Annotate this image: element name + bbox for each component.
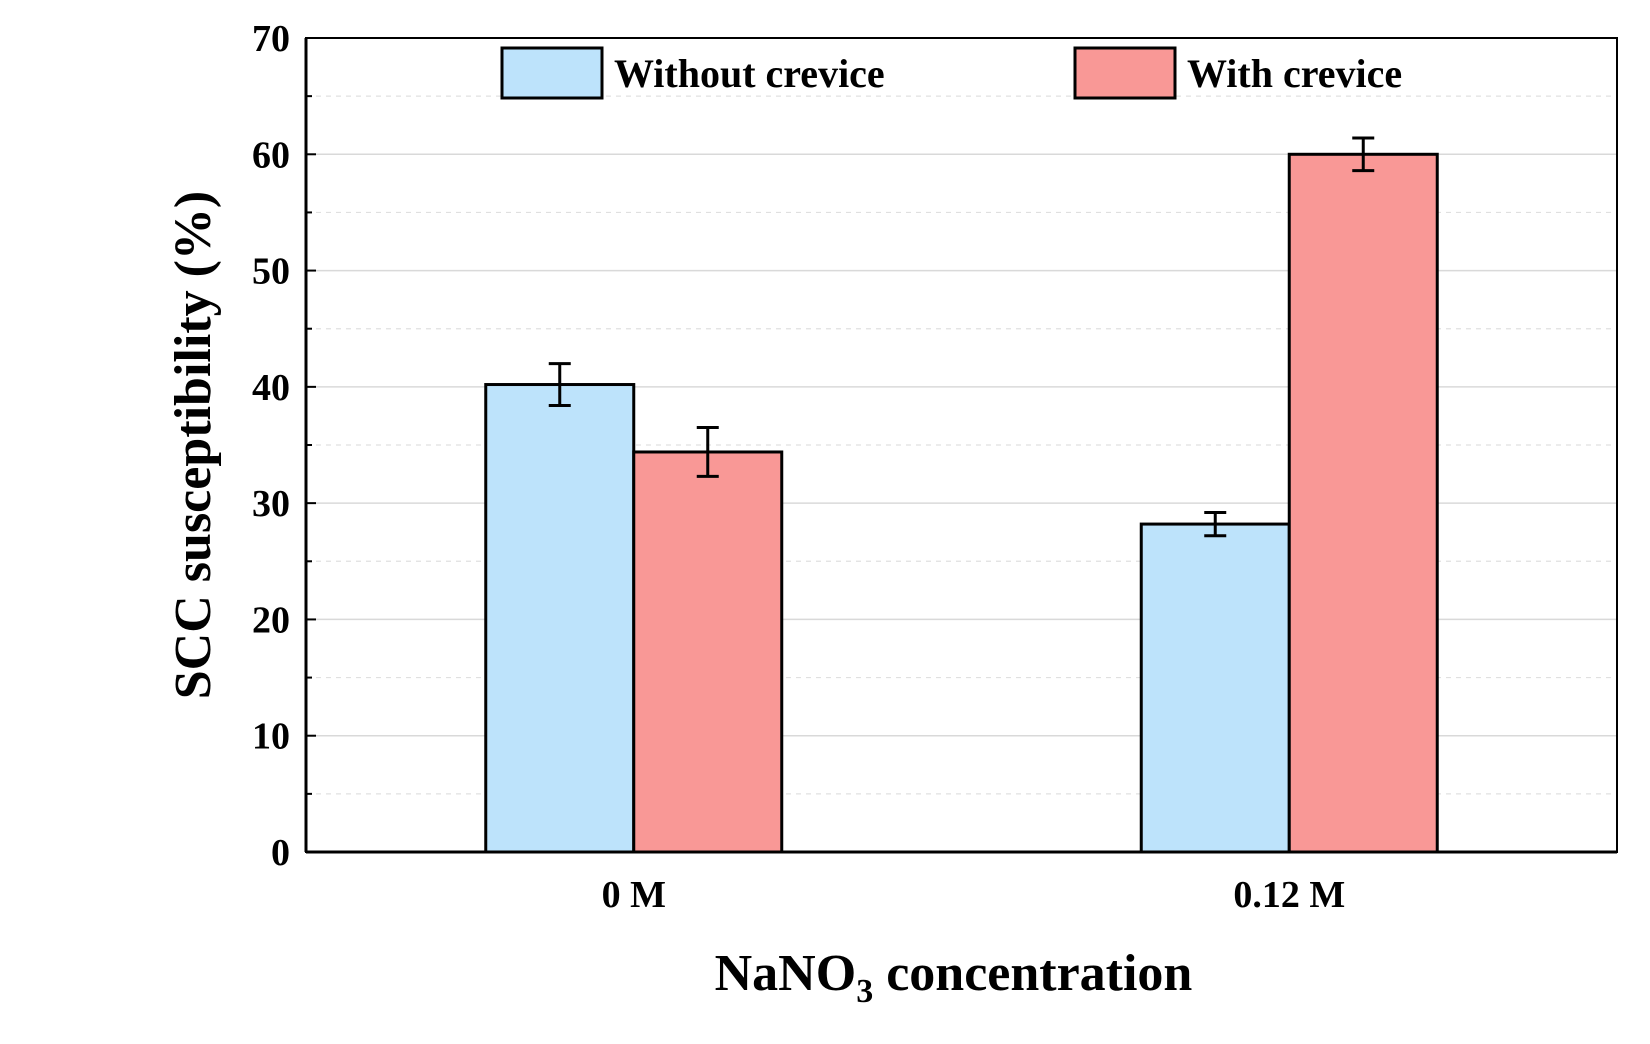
x-axis-title-subscript: 3 bbox=[856, 973, 873, 1010]
y-tick-label: 10 bbox=[252, 716, 290, 758]
y-tick-label: 20 bbox=[252, 599, 290, 641]
x-axis-title: NaNO3 concentration bbox=[715, 945, 1193, 1010]
axes bbox=[304, 37, 1617, 854]
error-bars bbox=[548, 136, 1375, 538]
x-axis-title-rest: concentration bbox=[873, 945, 1192, 1002]
y-tick-label: 40 bbox=[252, 367, 290, 409]
bar-without-crevice-1 bbox=[1139, 522, 1291, 854]
bar-with-crevice-0 bbox=[632, 450, 784, 854]
y-tick-label: 60 bbox=[252, 134, 290, 176]
legend-label-with-crevice: With crevice bbox=[1187, 51, 1402, 96]
y-tick-label: 0 bbox=[271, 832, 290, 874]
legend-swatch-without-crevice bbox=[500, 46, 604, 100]
x-tick-label: 0.12 M bbox=[1233, 874, 1345, 916]
x-axis-title-main: NaNO bbox=[715, 945, 857, 1002]
legend-swatch-with-crevice bbox=[1073, 46, 1177, 100]
x-tick-labels: 0 M 0.12 M bbox=[602, 874, 1346, 916]
y-axis-title: SCC susceptibility (%) bbox=[165, 191, 222, 699]
bar-with-crevice-1 bbox=[1287, 152, 1439, 854]
legend-label-without-crevice: Without crevice bbox=[614, 51, 885, 96]
legend: Without crevice With crevice bbox=[500, 46, 1402, 100]
y-tick-label: 50 bbox=[252, 251, 290, 293]
y-tick-label: 70 bbox=[252, 18, 290, 60]
y-tick-labels: 0 10 20 30 40 50 60 70 bbox=[252, 18, 290, 874]
x-tick-label: 0 M bbox=[602, 874, 666, 916]
y-tick-label: 30 bbox=[252, 483, 290, 525]
bar-without-crevice-0 bbox=[484, 383, 636, 854]
